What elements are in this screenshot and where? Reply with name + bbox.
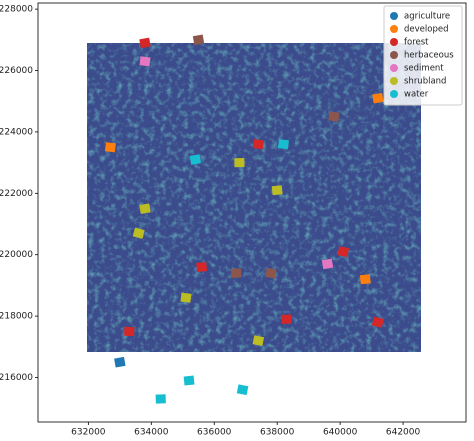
x-tick-label: 640000: [323, 428, 358, 438]
polygon-herbaceous: [265, 267, 277, 279]
x-tick-label: 632000: [71, 428, 106, 438]
polygon-sediment: [139, 56, 151, 67]
polygon-water: [183, 375, 195, 386]
legend-marker: [390, 90, 398, 98]
polygon-herbaceous: [230, 268, 242, 279]
y-tick-label: 226000: [0, 66, 33, 76]
y-tick-label: 224000: [0, 127, 33, 137]
polygon-herbaceous: [192, 34, 205, 46]
polygon-water: [236, 384, 249, 396]
polygon-developed: [359, 274, 371, 285]
polygon-forest: [281, 314, 292, 324]
polygon-shrubland: [139, 203, 151, 214]
x-tick-label: 634000: [134, 428, 169, 438]
polygon-water: [189, 154, 202, 165]
x-tick-label: 636000: [197, 428, 232, 438]
polygon-water: [277, 139, 289, 150]
legend-box: [383, 5, 463, 106]
legend-marker: [390, 12, 398, 20]
legend-label: water: [404, 90, 429, 100]
polygon-forest: [252, 139, 264, 150]
raster-texture: [87, 43, 421, 352]
legend-label: forest: [404, 38, 429, 48]
legend-marker: [390, 77, 398, 85]
legend-marker: [390, 64, 398, 72]
legend-label: shrubland: [404, 77, 446, 87]
polygon-forest: [371, 316, 384, 328]
y-tick-label: 218000: [0, 312, 33, 322]
y-tick-label: 220000: [0, 250, 33, 260]
legend-label: agriculture: [404, 12, 450, 22]
polygon-shrubland: [252, 335, 265, 347]
polygon-shrubland: [180, 292, 192, 303]
x-tick-label: 638000: [260, 428, 295, 438]
y-tick-label: 216000: [0, 373, 33, 383]
polygon-forest: [139, 37, 151, 49]
polygon-developed: [372, 92, 384, 104]
legend-marker: [390, 51, 398, 59]
y-tick-label: 222000: [0, 189, 33, 199]
polygon-herbaceous: [328, 111, 340, 122]
y-tick-label: 228000: [0, 5, 33, 15]
polygon-sediment: [321, 258, 334, 270]
legend-marker: [390, 25, 398, 33]
x-tick-label: 642000: [386, 428, 421, 438]
polygon-shrubland: [271, 185, 283, 196]
polygon-water: [155, 394, 166, 404]
polygon-shrubland: [234, 157, 245, 168]
polygon-developed: [104, 142, 116, 153]
polygon-agriculture: [114, 356, 126, 368]
polygon-shrubland: [132, 227, 145, 239]
polygon-forest: [196, 261, 208, 272]
polygon-forest: [124, 326, 135, 337]
legend-marker: [390, 38, 398, 46]
legend-label: developed: [404, 25, 448, 35]
legend-label: herbaceous: [404, 51, 454, 61]
legend-label: sediment: [404, 64, 444, 74]
polygon-forest: [337, 246, 350, 258]
